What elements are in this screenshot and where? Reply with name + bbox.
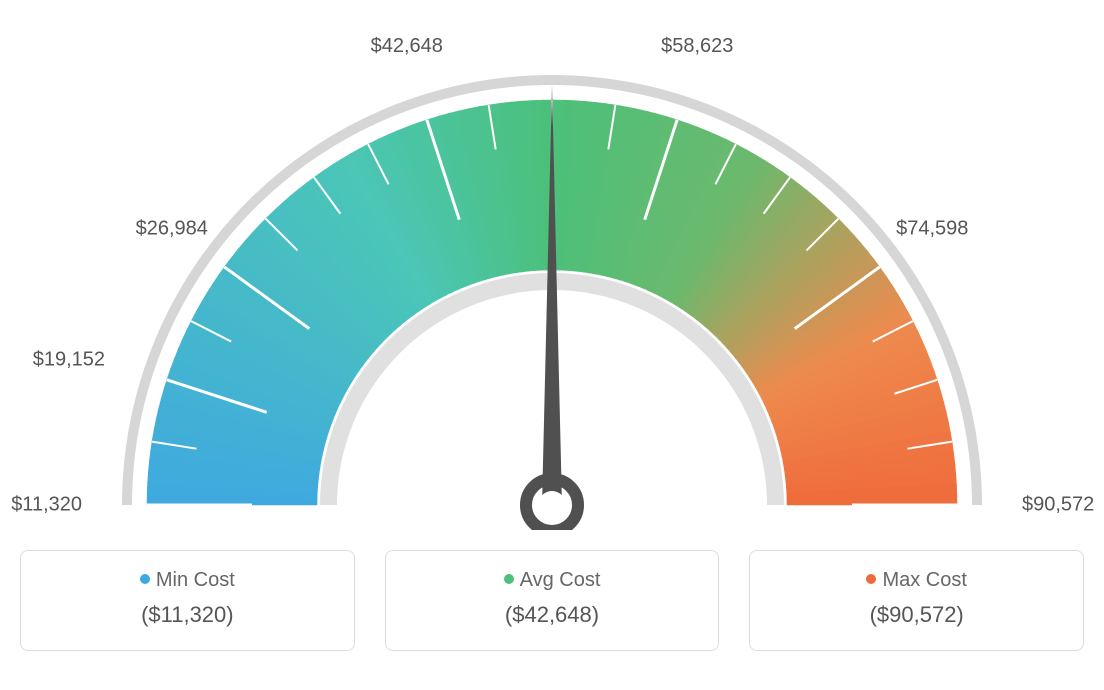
min-cost-value: ($11,320) — [31, 602, 344, 628]
avg-cost-value: ($42,648) — [396, 602, 709, 628]
summary-cards: Min Cost ($11,320) Avg Cost ($42,648) Ma… — [20, 550, 1084, 651]
avg-dot-icon — [504, 574, 514, 584]
avg-cost-card: Avg Cost ($42,648) — [385, 550, 720, 651]
max-cost-title: Max Cost — [760, 569, 1073, 592]
gauge-tick-label: $58,623 — [661, 35, 733, 58]
min-cost-title: Min Cost — [31, 569, 344, 592]
gauge-tick-label: $26,984 — [136, 217, 208, 240]
min-dot-icon — [140, 574, 150, 584]
gauge-tick-label: $11,320 — [11, 494, 82, 517]
gauge-tick-label: $74,598 — [896, 217, 968, 240]
gauge-svg — [20, 20, 1084, 530]
max-cost-value: ($90,572) — [760, 602, 1073, 628]
cost-gauge-container: $11,320$19,152$26,984$42,648$58,623$74,5… — [20, 20, 1084, 651]
min-cost-card: Min Cost ($11,320) — [20, 550, 355, 651]
min-cost-label: Min Cost — [156, 569, 235, 591]
gauge-tick-label: $42,648 — [371, 35, 443, 58]
max-cost-card: Max Cost ($90,572) — [749, 550, 1084, 651]
avg-cost-title: Avg Cost — [396, 569, 709, 592]
gauge-tick-label: $19,152 — [33, 348, 105, 371]
gauge-chart: $11,320$19,152$26,984$42,648$58,623$74,5… — [20, 20, 1084, 530]
max-dot-icon — [866, 574, 876, 584]
gauge-tick-label: $90,572 — [1022, 494, 1094, 517]
avg-cost-label: Avg Cost — [520, 569, 601, 591]
max-cost-label: Max Cost — [882, 569, 966, 591]
